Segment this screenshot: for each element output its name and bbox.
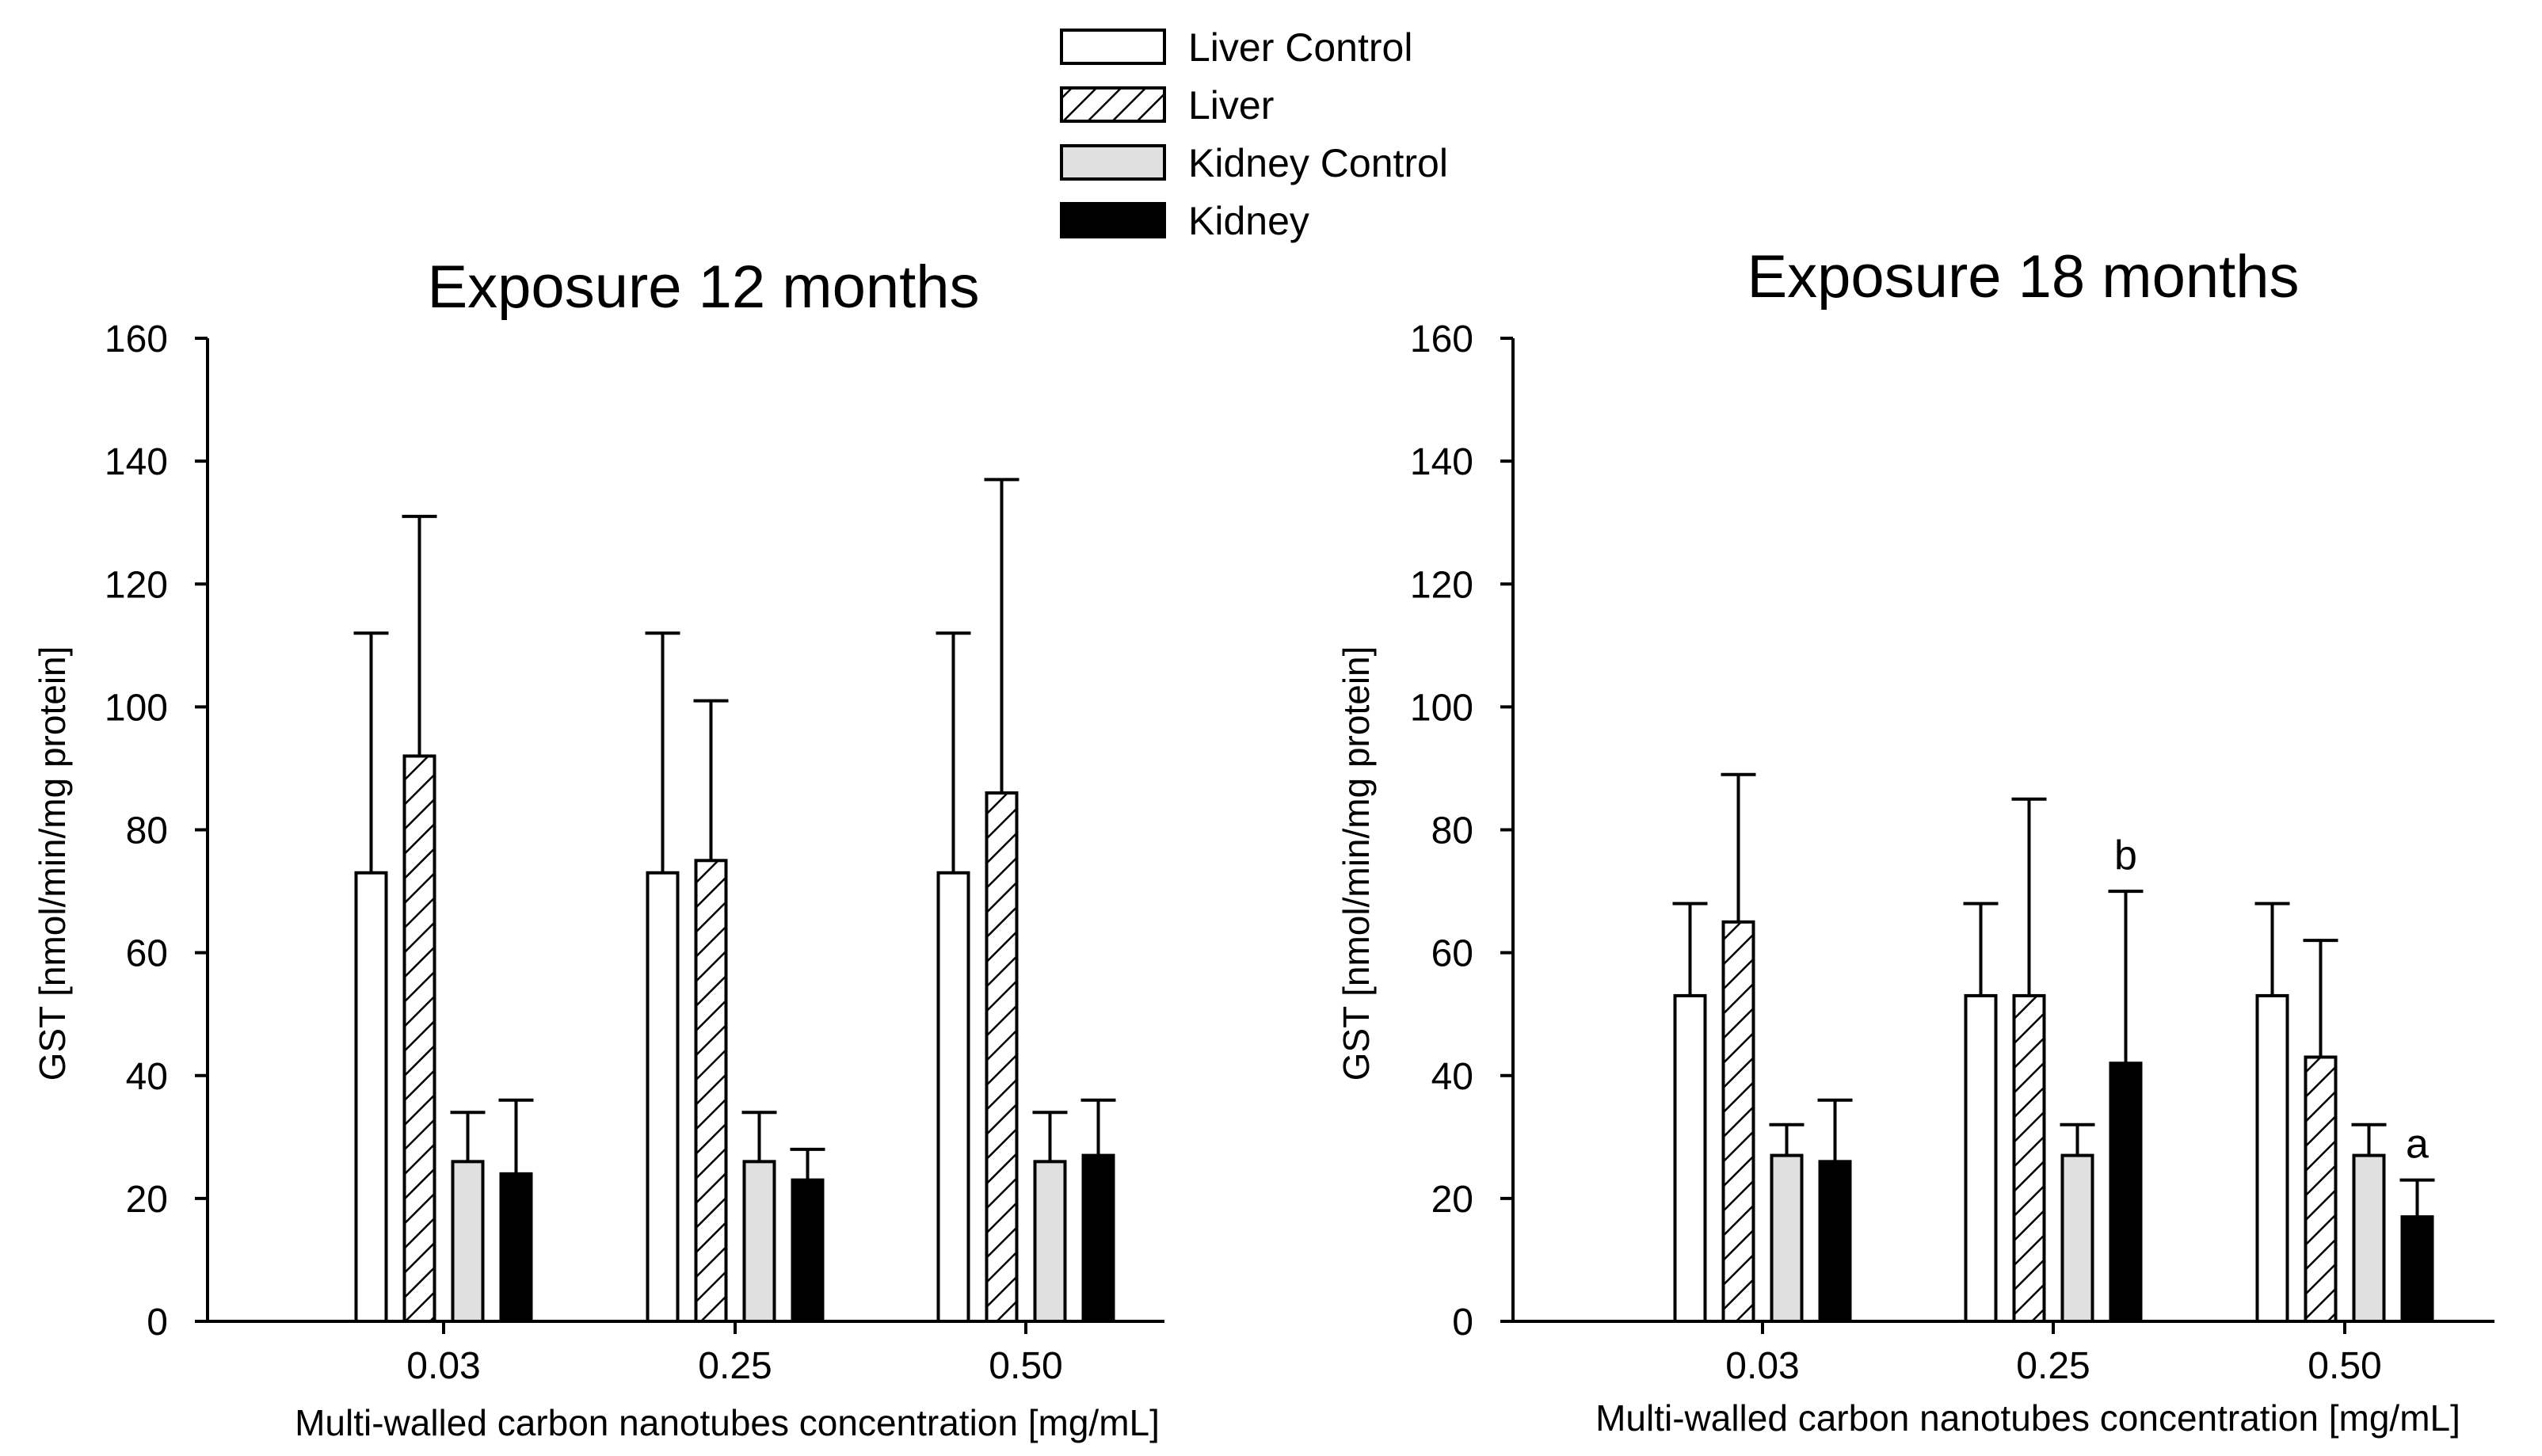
bar-liver-0-25 xyxy=(2012,993,2046,1323)
annotations: ba xyxy=(2114,833,2429,1168)
x-axis-ticks: 0.03 0.25 0.50 xyxy=(406,1321,1063,1387)
bar-kidney-control-0-25 xyxy=(742,1160,776,1324)
legend-label-liver: Liver xyxy=(1188,83,1274,128)
x-tick-label: 0.03 xyxy=(406,1345,480,1387)
y-tick-label: 80 xyxy=(1431,810,1473,852)
bar-liver-control-0-03 xyxy=(1673,993,1707,1323)
legend-item-kidney-control: Kidney Control xyxy=(1060,141,1448,185)
legend-swatch-kidney-control xyxy=(1060,144,1166,181)
y-axis-ticks: 0 20 40 60 80 100 120 140 160 xyxy=(1410,318,1513,1344)
bar-kidney-0-25 xyxy=(791,1178,825,1323)
bar-series xyxy=(353,478,1116,1324)
bar-liver-control-0-03 xyxy=(354,871,388,1323)
legend-label-kidney-control: Kidney Control xyxy=(1188,141,1448,185)
y-axis-label: GST [nmol/min/mg protein] xyxy=(32,646,73,1081)
y-tick-label: 60 xyxy=(126,933,168,975)
legend-swatch-liver-control xyxy=(1060,29,1166,65)
chart-panel-18-months: Exposure 18 months GST [nmol/min/mg prot… xyxy=(1336,243,2494,1439)
x-tick-label: 0.03 xyxy=(1725,1345,1799,1387)
y-tick-label: 80 xyxy=(126,810,168,852)
legend-label-kidney: Kidney xyxy=(1188,199,1309,243)
bar-liver-control-0-50 xyxy=(2255,993,2289,1323)
x-tick-label: 0.50 xyxy=(2308,1345,2381,1387)
y-tick-label: 160 xyxy=(105,318,168,360)
y-tick-label: 0 xyxy=(147,1302,168,1344)
x-tick-label: 0.25 xyxy=(2016,1345,2090,1387)
chart-title: Exposure 18 months xyxy=(1747,243,2299,311)
x-tick-label: 0.25 xyxy=(698,1345,772,1387)
bar-liver-control-0-25 xyxy=(1964,993,1998,1323)
legend-swatch-liver xyxy=(1060,86,1166,123)
bar-kidney-control-0-03 xyxy=(1770,1153,1804,1324)
y-axis-label: GST [nmol/min/mg protein] xyxy=(1336,646,1377,1081)
bar-kidney-control-0-50 xyxy=(2352,1153,2386,1324)
bar-kidney-control-0-50 xyxy=(1033,1160,1067,1324)
bar-liver-control-0-50 xyxy=(936,871,970,1323)
y-tick-label: 100 xyxy=(1410,687,1473,729)
y-tick-label: 140 xyxy=(105,441,168,483)
legend-label-liver-control: Liver Control xyxy=(1188,25,1412,70)
bar-kidney-0-03 xyxy=(1818,1160,1852,1324)
bar-kidney-0-03 xyxy=(499,1172,533,1323)
bar-kidney-control-0-25 xyxy=(2060,1153,2094,1324)
y-tick-label: 20 xyxy=(126,1179,168,1221)
x-tick-label: 0.50 xyxy=(989,1345,1062,1387)
bar-kidney-0-50 xyxy=(1081,1153,1115,1324)
bar-liver-0-50 xyxy=(985,791,1019,1323)
y-tick-label: 160 xyxy=(1410,318,1473,360)
legend-item-kidney: Kidney xyxy=(1060,199,1309,243)
bar-liver-0-03 xyxy=(402,754,436,1323)
bar-kidney-0-25 xyxy=(2109,1062,2143,1324)
x-axis-label: Multi-walled carbon nanotubes concentrat… xyxy=(1595,1397,2460,1439)
annotation-b: b xyxy=(2114,833,2137,879)
legend-item-liver: Liver xyxy=(1060,83,1274,128)
y-tick-label: 40 xyxy=(126,1056,168,1098)
bar-series xyxy=(1672,772,2435,1324)
legend: Liver Control Liver Kidney Control Kidne… xyxy=(1060,25,1448,243)
x-axis-label: Multi-walled carbon nanotubes concentrat… xyxy=(295,1402,1160,1443)
y-tick-label: 120 xyxy=(1410,564,1473,606)
bar-liver-control-0-25 xyxy=(646,871,680,1323)
annotation-a: a xyxy=(2406,1122,2429,1168)
x-axis-ticks: 0.03 0.25 0.50 xyxy=(1725,1321,2382,1387)
bar-kidney-0-50 xyxy=(2400,1215,2434,1324)
bar-liver-0-25 xyxy=(694,859,728,1323)
legend-item-liver-control: Liver Control xyxy=(1060,25,1412,70)
y-tick-label: 40 xyxy=(1431,1056,1473,1098)
y-axis-ticks: 0 20 40 60 80 100 120 140 160 xyxy=(105,318,208,1344)
bar-liver-0-50 xyxy=(2304,1055,2338,1323)
bar-liver-0-03 xyxy=(1721,920,1755,1323)
y-tick-label: 60 xyxy=(1431,933,1473,975)
legend-swatch-kidney xyxy=(1060,202,1166,238)
chart-title: Exposure 12 months xyxy=(427,253,979,321)
y-tick-label: 100 xyxy=(105,687,168,729)
y-tick-label: 140 xyxy=(1410,441,1473,483)
bar-kidney-control-0-03 xyxy=(451,1160,485,1324)
y-tick-label: 0 xyxy=(1452,1302,1473,1344)
y-tick-label: 120 xyxy=(105,564,168,606)
chart-panel-12-months: Exposure 12 months GST [nmol/min/mg prot… xyxy=(32,253,1164,1443)
y-tick-label: 20 xyxy=(1431,1179,1473,1221)
